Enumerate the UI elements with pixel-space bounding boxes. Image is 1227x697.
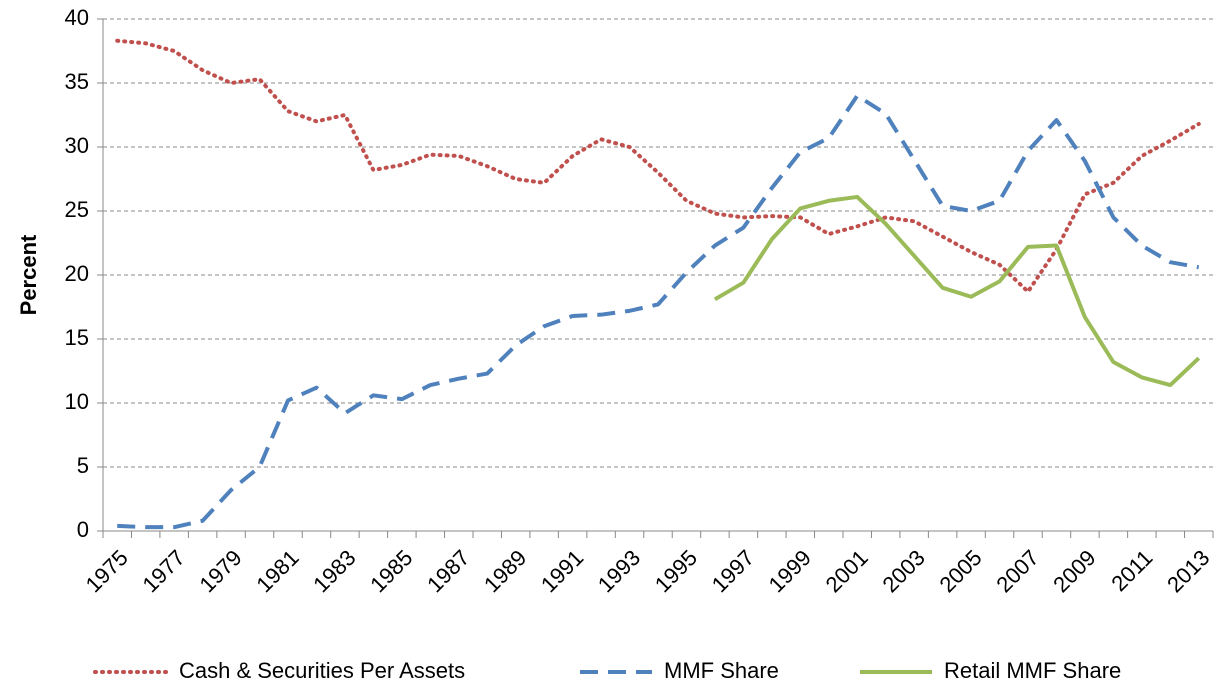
x-tick-label: 2003 (878, 545, 930, 597)
y-tick-label: 15 (65, 325, 89, 350)
x-tick-label: 1979 (194, 545, 246, 597)
x-tick-label: 2001 (821, 545, 873, 597)
y-tick-label: 5 (77, 453, 89, 478)
x-tick-label: 1983 (308, 545, 360, 597)
x-tick-label: 1997 (707, 545, 759, 597)
x-tick-label: 2009 (1048, 545, 1100, 597)
y-tick-label: 20 (65, 261, 89, 286)
x-tick-label: 2007 (991, 545, 1043, 597)
x-tick-label: 1989 (479, 545, 531, 597)
series-line (115, 38, 1201, 294)
x-tick-label: 2011 (1106, 545, 1157, 596)
y-tick-label: 25 (65, 197, 89, 222)
series-line (117, 93, 1200, 530)
x-tick-label: 1985 (365, 545, 417, 597)
legend-label: Retail MMF Share (944, 658, 1121, 683)
x-tick-label: 1991 (536, 545, 588, 597)
x-tick-label: 1975 (81, 545, 133, 597)
y-tick-label: 30 (65, 133, 89, 158)
y-axis-label: Percent (16, 234, 41, 315)
x-tick-label: 1987 (422, 545, 474, 597)
y-tick-label: 35 (65, 69, 89, 94)
x-tick-label: 1995 (650, 545, 702, 597)
x-tick-label: 1981 (251, 545, 303, 597)
x-tick-label: 1999 (764, 545, 816, 597)
x-tick-label: 1977 (138, 545, 190, 597)
series-line (713, 194, 1201, 388)
x-tick-label: 1993 (593, 545, 645, 597)
y-tick-label: 40 (65, 5, 89, 30)
legend-label: MMF Share (664, 658, 779, 683)
y-tick-label: 0 (77, 517, 89, 542)
x-tick-label: 2013 (1162, 545, 1214, 597)
x-tick-label: 2005 (934, 545, 986, 597)
y-tick-label: 10 (65, 389, 89, 414)
legend-label: Cash & Securities Per Assets (179, 658, 465, 683)
